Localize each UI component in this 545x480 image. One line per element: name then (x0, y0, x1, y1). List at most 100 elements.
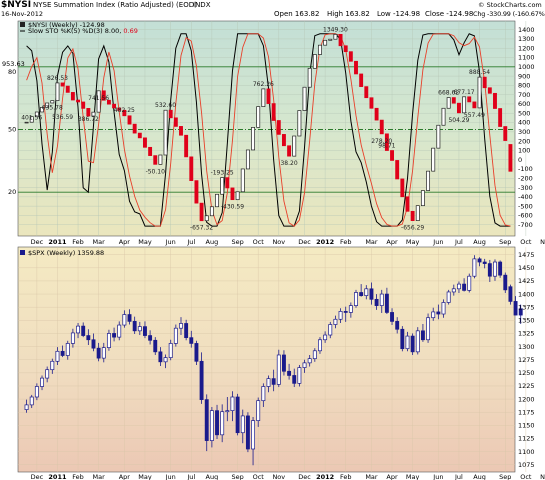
nysi-tick-label: 1200 (518, 44, 535, 52)
nysi-tick-label: 600 (518, 100, 530, 108)
nysi-tick-label: 300 (518, 128, 530, 136)
nysi-value-annotation: 762.26 (253, 81, 274, 88)
nysi-candle-body (40, 107, 44, 113)
nysi-candle-body (436, 124, 441, 149)
nysi-candle-body (70, 92, 75, 101)
nysi-candle-body (106, 99, 111, 105)
spx-candle-body (374, 298, 379, 306)
spx-candle-body (312, 350, 317, 360)
spx-candle-body (276, 354, 281, 385)
top-x-axis: Dec 2011 Feb Mar Apr May Jun Jul Aug Sep Oct Nov Dec… (31, 238, 545, 246)
spx-candle-body (225, 410, 230, 413)
nysi-value-annotation: -193.25 (211, 170, 234, 177)
nysi-candle-body (292, 135, 297, 157)
month-label-bottom: Nov (540, 473, 545, 480)
nysi-tick-label: 200 (518, 137, 530, 145)
spx-candle-body (410, 335, 415, 353)
month-label-top: Oct (520, 238, 532, 246)
nysi-candle-body (117, 107, 122, 111)
spx-candle-body (513, 301, 518, 316)
spx-candle-body (101, 347, 106, 359)
spx-candle-body (328, 324, 333, 336)
nysi-tick-label: 700 (518, 91, 530, 99)
nysi-value-annotation: 386.72 (78, 116, 99, 123)
nysi-y-axis: 1400130012001100100090080070060050040030… (518, 26, 535, 229)
month-label-top: Jul (454, 238, 463, 246)
spx-candle-body (70, 332, 75, 344)
nysi-tick-label: 1100 (518, 54, 535, 62)
nysi-candle-body (240, 168, 245, 193)
nysi-candle-body (112, 103, 117, 109)
nysi-tick-label: 1300 (518, 35, 535, 43)
spx-candle-body (209, 410, 214, 441)
spx-tick-label: 1325 (518, 330, 535, 338)
spx-candle-body (477, 258, 482, 263)
nysi-candle-body (266, 88, 271, 104)
month-label-top: Feb (340, 238, 352, 246)
high-value: High 163.82 (327, 10, 370, 18)
spx-candle-body (482, 261, 487, 264)
spx-tick-label: 1300 (518, 343, 535, 351)
month-label-bottom: Mar (365, 473, 378, 480)
exchange-label: INDX (193, 1, 211, 9)
change-value: Chg -330.99 (-160.67%) (473, 10, 545, 18)
spx-candle-body (493, 261, 497, 277)
symbol-label: $NYSI (1, 0, 32, 10)
nysi-tick-label: 400 (518, 119, 530, 127)
month-label-bottom: Oct (520, 473, 532, 480)
month-label-bottom: Mar (93, 473, 106, 480)
month-label-bottom: Jul (186, 473, 195, 480)
spx-candles (24, 255, 523, 466)
nysi-value-annotation: 278.20 (371, 138, 392, 145)
nysi-candle-body (204, 215, 209, 222)
legend-nysi-swatch (20, 22, 25, 27)
spx-tick-label: 1175 (518, 408, 535, 416)
open-value: Open 163.82 (274, 10, 320, 18)
nysi-candle-body (379, 119, 384, 135)
spx-candle-body (395, 321, 400, 330)
nysi-value-annotation: 826.53 (47, 75, 68, 82)
spx-candle-body (498, 261, 503, 276)
spx-candle-body (194, 343, 199, 362)
nysi-candle-body (148, 146, 153, 156)
nysi-candle-body (179, 126, 183, 136)
nysi-candle-body (348, 51, 353, 62)
spx-candle-body (55, 350, 60, 362)
nysi-value-annotation: 482.25 (114, 107, 135, 114)
spx-candle-body (487, 263, 492, 277)
nysi-candle-body (493, 92, 497, 109)
nysi-candle-body (359, 73, 364, 87)
nysi-candle-body (354, 60, 358, 75)
spx-candle-body (29, 396, 34, 406)
nysi-candle-body (477, 76, 482, 109)
spx-tick-label: 1225 (518, 382, 535, 390)
nysi-tick-label: -600 (518, 212, 533, 220)
spx-candle-body (158, 351, 163, 363)
month-label-bottom: Jun (432, 473, 443, 480)
nysi-candles (24, 34, 513, 222)
spx-tick-label: 1375 (518, 303, 535, 311)
spx-candle-body (245, 415, 250, 450)
nysi-candle-body (457, 102, 461, 114)
spx-candle-body (472, 258, 477, 277)
nysi-candle-body (29, 116, 34, 123)
legend-sto-d: 0.69 (121, 27, 138, 35)
nysi-candle-body (343, 45, 348, 53)
month-label-bottom: May (406, 473, 420, 480)
spx-candle-body (364, 288, 369, 296)
spx-candle-body (266, 378, 271, 387)
legend-nysi: $NYSI (Weekly) -124.98 (28, 21, 105, 29)
month-label-top: Dec (298, 238, 311, 246)
spx-candle-body (292, 375, 297, 384)
month-label-top: Oct (253, 238, 265, 246)
month-label-top: May (406, 238, 420, 246)
nysi-candle-body (153, 155, 158, 165)
month-label-bottom: Feb (340, 473, 352, 480)
month-label-bottom: 2011 (48, 473, 67, 480)
slow-sto-d-line (26, 33, 511, 227)
nysi-candle-body (230, 187, 235, 201)
nysi-candle-body (302, 86, 307, 111)
left-label-953: 953.63 (2, 60, 25, 68)
nysi-candle-body (91, 111, 96, 117)
chart-title: NYSE Summation Index (Ratio Adjusted) (E… (33, 1, 197, 9)
